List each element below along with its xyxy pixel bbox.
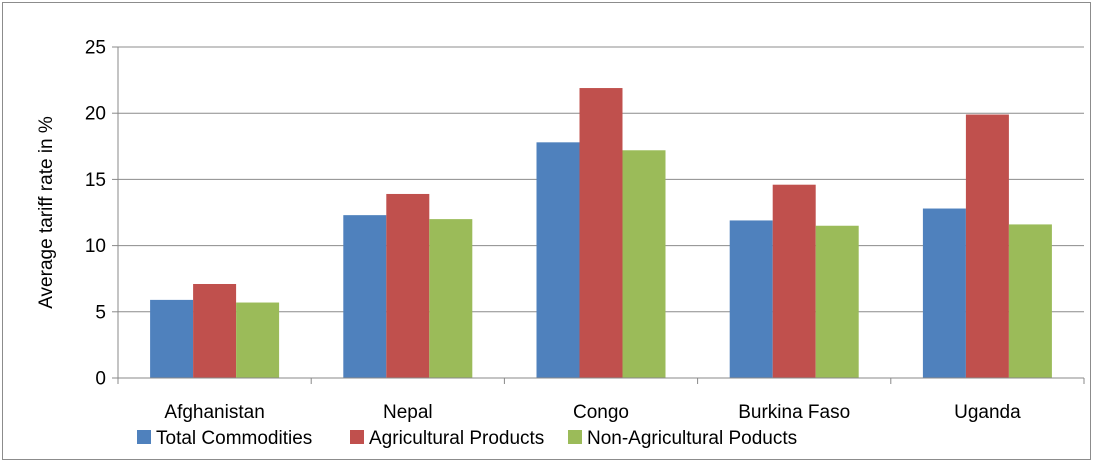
x-tick-labels: Afghanistan Nepal Congo Burkina Faso Uganda [164, 402, 1021, 423]
bar-agricultural-products-burkina-faso [772, 184, 816, 378]
x-tick-label: Afghanistan [164, 402, 264, 423]
y-tick-label: 5 [95, 302, 106, 323]
bar-total-commodities-afghanistan [150, 299, 194, 378]
y-tick-label: 15 [85, 170, 106, 191]
y-tick-label: 10 [85, 236, 106, 257]
bar-total-commodities-burkina-faso [729, 220, 773, 378]
bar-total-commodities-nepal [343, 215, 387, 378]
y-axis-label: Average tariff rate in % [36, 116, 57, 309]
axes [117, 47, 1084, 379]
y-tick-labels: 0 5 10 15 20 25 [85, 38, 106, 390]
bar-non-agricultural-poducts-burkina-faso [815, 225, 859, 378]
bar-non-agricultural-poducts-congo [622, 150, 666, 378]
bar-agricultural-products-afghanistan [193, 283, 237, 378]
x-tick-label: Uganda [954, 402, 1021, 423]
bars [150, 88, 1052, 379]
bar-agricultural-products-uganda [965, 114, 1009, 379]
bar-agricultural-products-congo [579, 88, 623, 378]
bar-total-commodities-uganda [922, 208, 966, 378]
y-tick-label: 25 [85, 38, 106, 59]
x-tick-label: Burkina Faso [738, 402, 850, 423]
legend-swatch [350, 430, 364, 444]
y-tick-label: 20 [85, 104, 106, 125]
x-tick-label: Congo [573, 402, 629, 423]
legend-swatch [568, 430, 582, 444]
legend-label: Total Commodities [156, 428, 312, 449]
bar-agricultural-products-nepal [386, 193, 430, 378]
x-tick-label: Nepal [383, 402, 433, 423]
bar-non-agricultural-poducts-nepal [429, 219, 473, 378]
y-tick-label: 0 [95, 369, 106, 390]
bar-non-agricultural-poducts-afghanistan [236, 302, 280, 378]
legend-swatch [137, 430, 151, 444]
legend-label: Agricultural Products [369, 428, 544, 449]
legend: Total Commodities Agricultural Products No… [137, 428, 797, 449]
bar-non-agricultural-poducts-uganda [1008, 224, 1052, 378]
legend-label: Non-Agricultural Poducts [587, 428, 797, 449]
bar-total-commodities-congo [536, 142, 580, 378]
